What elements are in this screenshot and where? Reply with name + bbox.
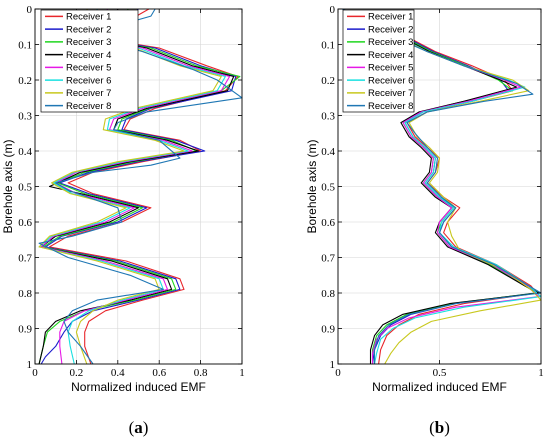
panel-label-letter: b bbox=[435, 418, 444, 437]
y-tick-label: 0.7 bbox=[18, 253, 32, 265]
panel-label: (a) bbox=[129, 418, 149, 437]
y-tick-label: 0.9 bbox=[321, 324, 335, 336]
y-tick-label: 0.1 bbox=[321, 40, 335, 52]
legend-label-receiver-4: Receiver 4 bbox=[368, 50, 413, 61]
panel-label: (b) bbox=[429, 418, 450, 437]
x-tick-label: 0.4 bbox=[111, 367, 125, 379]
x-tick-label: 1 bbox=[538, 367, 544, 379]
series-line-receiver-1 bbox=[48, 8, 239, 365]
legend-label-receiver-3: Receiver 3 bbox=[368, 37, 413, 48]
legend-label-receiver-8: Receiver 8 bbox=[368, 101, 413, 112]
legend-label-receiver-4: Receiver 4 bbox=[66, 50, 111, 61]
series-line-receiver-6 bbox=[38, 9, 226, 365]
legend-label-receiver-6: Receiver 6 bbox=[66, 75, 111, 86]
x-tick-label: 0 bbox=[32, 367, 38, 379]
series-line-receiver-4 bbox=[366, 15, 540, 364]
y-tick-label: 0.2 bbox=[18, 75, 32, 87]
y-tick-label: 0.7 bbox=[321, 253, 335, 265]
series-line-receiver-7 bbox=[38, 8, 222, 365]
y-tick-label: 0.8 bbox=[18, 288, 32, 300]
legend-label-receiver-1: Receiver 1 bbox=[368, 12, 413, 23]
y-tick-label: 1 bbox=[330, 359, 336, 371]
y-axis-label: Borehole axis (m) bbox=[305, 139, 319, 233]
legend-label-receiver-6: Receiver 6 bbox=[368, 75, 413, 86]
legend-label-receiver-8: Receiver 8 bbox=[66, 101, 111, 112]
legend-box bbox=[342, 9, 415, 113]
y-tick-label: 0.5 bbox=[18, 182, 32, 194]
x-tick-label: 1 bbox=[239, 367, 245, 379]
y-tick-label: 0.3 bbox=[321, 111, 335, 123]
legend-label-receiver-7: Receiver 7 bbox=[368, 88, 413, 99]
legend-label-receiver-2: Receiver 2 bbox=[66, 24, 111, 35]
series-line-receiver-8 bbox=[38, 8, 243, 365]
y-tick-label: 0 bbox=[330, 4, 336, 16]
y-axis-label: Borehole axis (m) bbox=[1, 139, 15, 233]
legend-label-receiver-1: Receiver 1 bbox=[66, 12, 111, 23]
series-line-receiver-4 bbox=[38, 8, 235, 365]
series-line-receiver-7 bbox=[353, 15, 542, 365]
y-tick-label: 0.4 bbox=[321, 146, 335, 158]
legend-box bbox=[40, 9, 139, 113]
panel-label-letter: a bbox=[134, 418, 143, 437]
legend-label-receiver-7: Receiver 7 bbox=[66, 88, 111, 99]
y-tick-label: 0.6 bbox=[321, 217, 335, 229]
y-tick-label: 0 bbox=[27, 4, 33, 16]
x-tick-label: 0.2 bbox=[70, 367, 84, 379]
x-tick-label: 0 bbox=[335, 367, 341, 379]
panel-a: 00.10.20.30.40.50.60.70.80.910 0.2 0.4 0.6 0… bbox=[1, 4, 245, 437]
y-tick-label: 0.1 bbox=[18, 40, 32, 52]
y-tick-label: 1 bbox=[27, 359, 33, 371]
series-line-receiver-5 bbox=[40, 8, 231, 365]
y-tick-label: 0.8 bbox=[321, 288, 335, 300]
x-tick-label: 0.8 bbox=[194, 367, 208, 379]
legend-label-receiver-5: Receiver 5 bbox=[368, 63, 413, 74]
x-tick-label: 0.5 bbox=[433, 367, 447, 379]
legend-label-receiver-2: Receiver 2 bbox=[368, 24, 413, 35]
legend-label-receiver-5: Receiver 5 bbox=[66, 63, 111, 74]
y-tick-label: 0.9 bbox=[18, 324, 32, 336]
x-tick-label: 0.6 bbox=[152, 367, 166, 379]
panel-b: 00.10.20.30.40.50.60.70.80.910 0.5 1Normal… bbox=[305, 4, 544, 437]
legend-label-receiver-3: Receiver 3 bbox=[66, 37, 111, 48]
y-tick-label: 0.2 bbox=[321, 75, 335, 87]
y-tick-label: 0.6 bbox=[18, 217, 32, 229]
series-line-receiver-8 bbox=[341, 8, 542, 364]
y-tick-label: 0.5 bbox=[321, 182, 335, 194]
y-tick-label: 0.3 bbox=[18, 111, 32, 123]
y-tick-label: 0.4 bbox=[18, 146, 32, 158]
x-axis-label: Normalized induced EMF bbox=[71, 380, 206, 394]
series-line-receiver-3 bbox=[38, 8, 241, 365]
x-axis-label: Normalized induced EMF bbox=[372, 380, 507, 394]
